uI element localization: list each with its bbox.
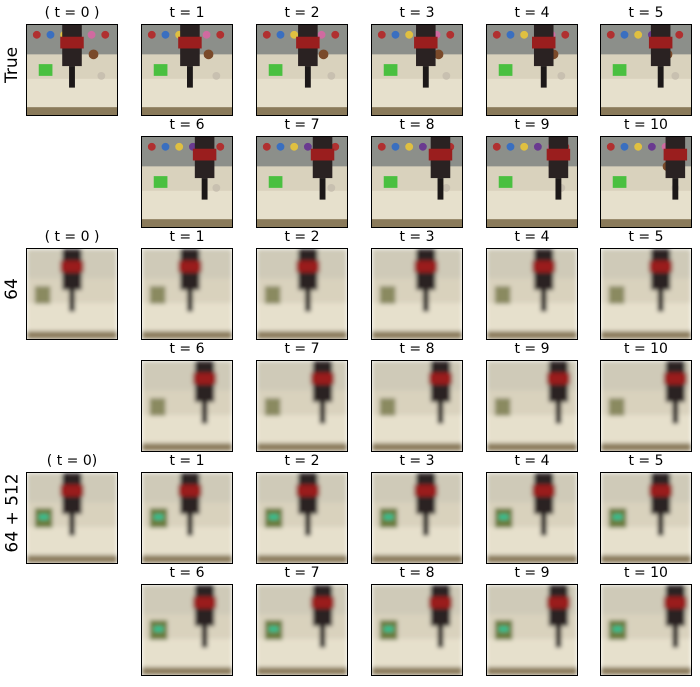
frame-time-label: ( t = 0)	[46, 453, 98, 469]
video-frame	[141, 360, 233, 452]
frame-time-label: t = 6	[169, 117, 205, 133]
frame-time-label: t = 9	[514, 341, 550, 357]
video-frame	[486, 24, 578, 116]
video-frame	[26, 248, 118, 340]
video-frame	[141, 136, 233, 228]
video-frame	[600, 472, 692, 564]
frame-time-label: t = 10	[624, 565, 668, 581]
video-frame	[256, 136, 348, 228]
frame-time-label: t = 8	[399, 341, 435, 357]
frame-time-label: ( t = 0 )	[44, 229, 100, 245]
frame-time-label: t = 9	[514, 565, 550, 581]
video-frame	[371, 360, 463, 452]
frame-time-label: t = 10	[624, 341, 668, 357]
video-frame	[600, 584, 692, 676]
video-frame	[371, 248, 463, 340]
frame-time-label: t = 4	[514, 453, 550, 469]
frame-time-label: t = 1	[169, 453, 205, 469]
frame-time-label: t = 6	[169, 341, 205, 357]
video-frame	[486, 136, 578, 228]
video-frame	[600, 360, 692, 452]
video-frame	[141, 472, 233, 564]
video-frame	[26, 24, 118, 116]
video-frame	[371, 584, 463, 676]
frame-time-label: t = 10	[624, 117, 668, 133]
video-frame	[600, 24, 692, 116]
frame-time-label: t = 3	[399, 5, 435, 21]
video-frame	[600, 248, 692, 340]
video-frame	[486, 584, 578, 676]
video-frame	[256, 584, 348, 676]
video-frame	[141, 248, 233, 340]
video-frame	[141, 24, 233, 116]
video-frame	[141, 584, 233, 676]
frame-time-label: t = 7	[284, 341, 320, 357]
frame-time-label: t = 9	[514, 117, 550, 133]
video-frame	[486, 472, 578, 564]
frame-time-label: t = 4	[514, 229, 550, 245]
frame-time-label: t = 2	[284, 229, 320, 245]
frame-time-label: t = 1	[169, 5, 205, 21]
frame-time-label: t = 5	[628, 229, 664, 245]
group-label: 64 + 512	[2, 473, 23, 553]
frame-time-label: t = 7	[284, 565, 320, 581]
video-frame	[256, 248, 348, 340]
group-label: True	[2, 46, 23, 84]
frame-time-label: t = 6	[169, 565, 205, 581]
video-frame	[371, 24, 463, 116]
video-frame	[371, 472, 463, 564]
frame-time-label: t = 5	[628, 453, 664, 469]
video-frame	[256, 360, 348, 452]
frame-time-label: ( t = 0 )	[44, 5, 100, 21]
video-frame	[486, 248, 578, 340]
frame-time-label: t = 4	[514, 5, 550, 21]
video-frame	[256, 472, 348, 564]
video-frame	[26, 472, 118, 564]
frame-time-label: t = 2	[284, 453, 320, 469]
video-frame	[486, 360, 578, 452]
frame-time-label: t = 8	[399, 565, 435, 581]
frame-time-label: t = 5	[628, 5, 664, 21]
frame-time-label: t = 2	[284, 5, 320, 21]
video-frame	[600, 136, 692, 228]
frame-time-label: t = 1	[169, 229, 205, 245]
frame-time-label: t = 3	[399, 453, 435, 469]
frame-time-label: t = 7	[284, 117, 320, 133]
video-frame	[371, 136, 463, 228]
frame-time-label: t = 3	[399, 229, 435, 245]
video-frame	[256, 24, 348, 116]
frame-time-label: t = 8	[399, 117, 435, 133]
group-label: 64	[1, 278, 22, 300]
